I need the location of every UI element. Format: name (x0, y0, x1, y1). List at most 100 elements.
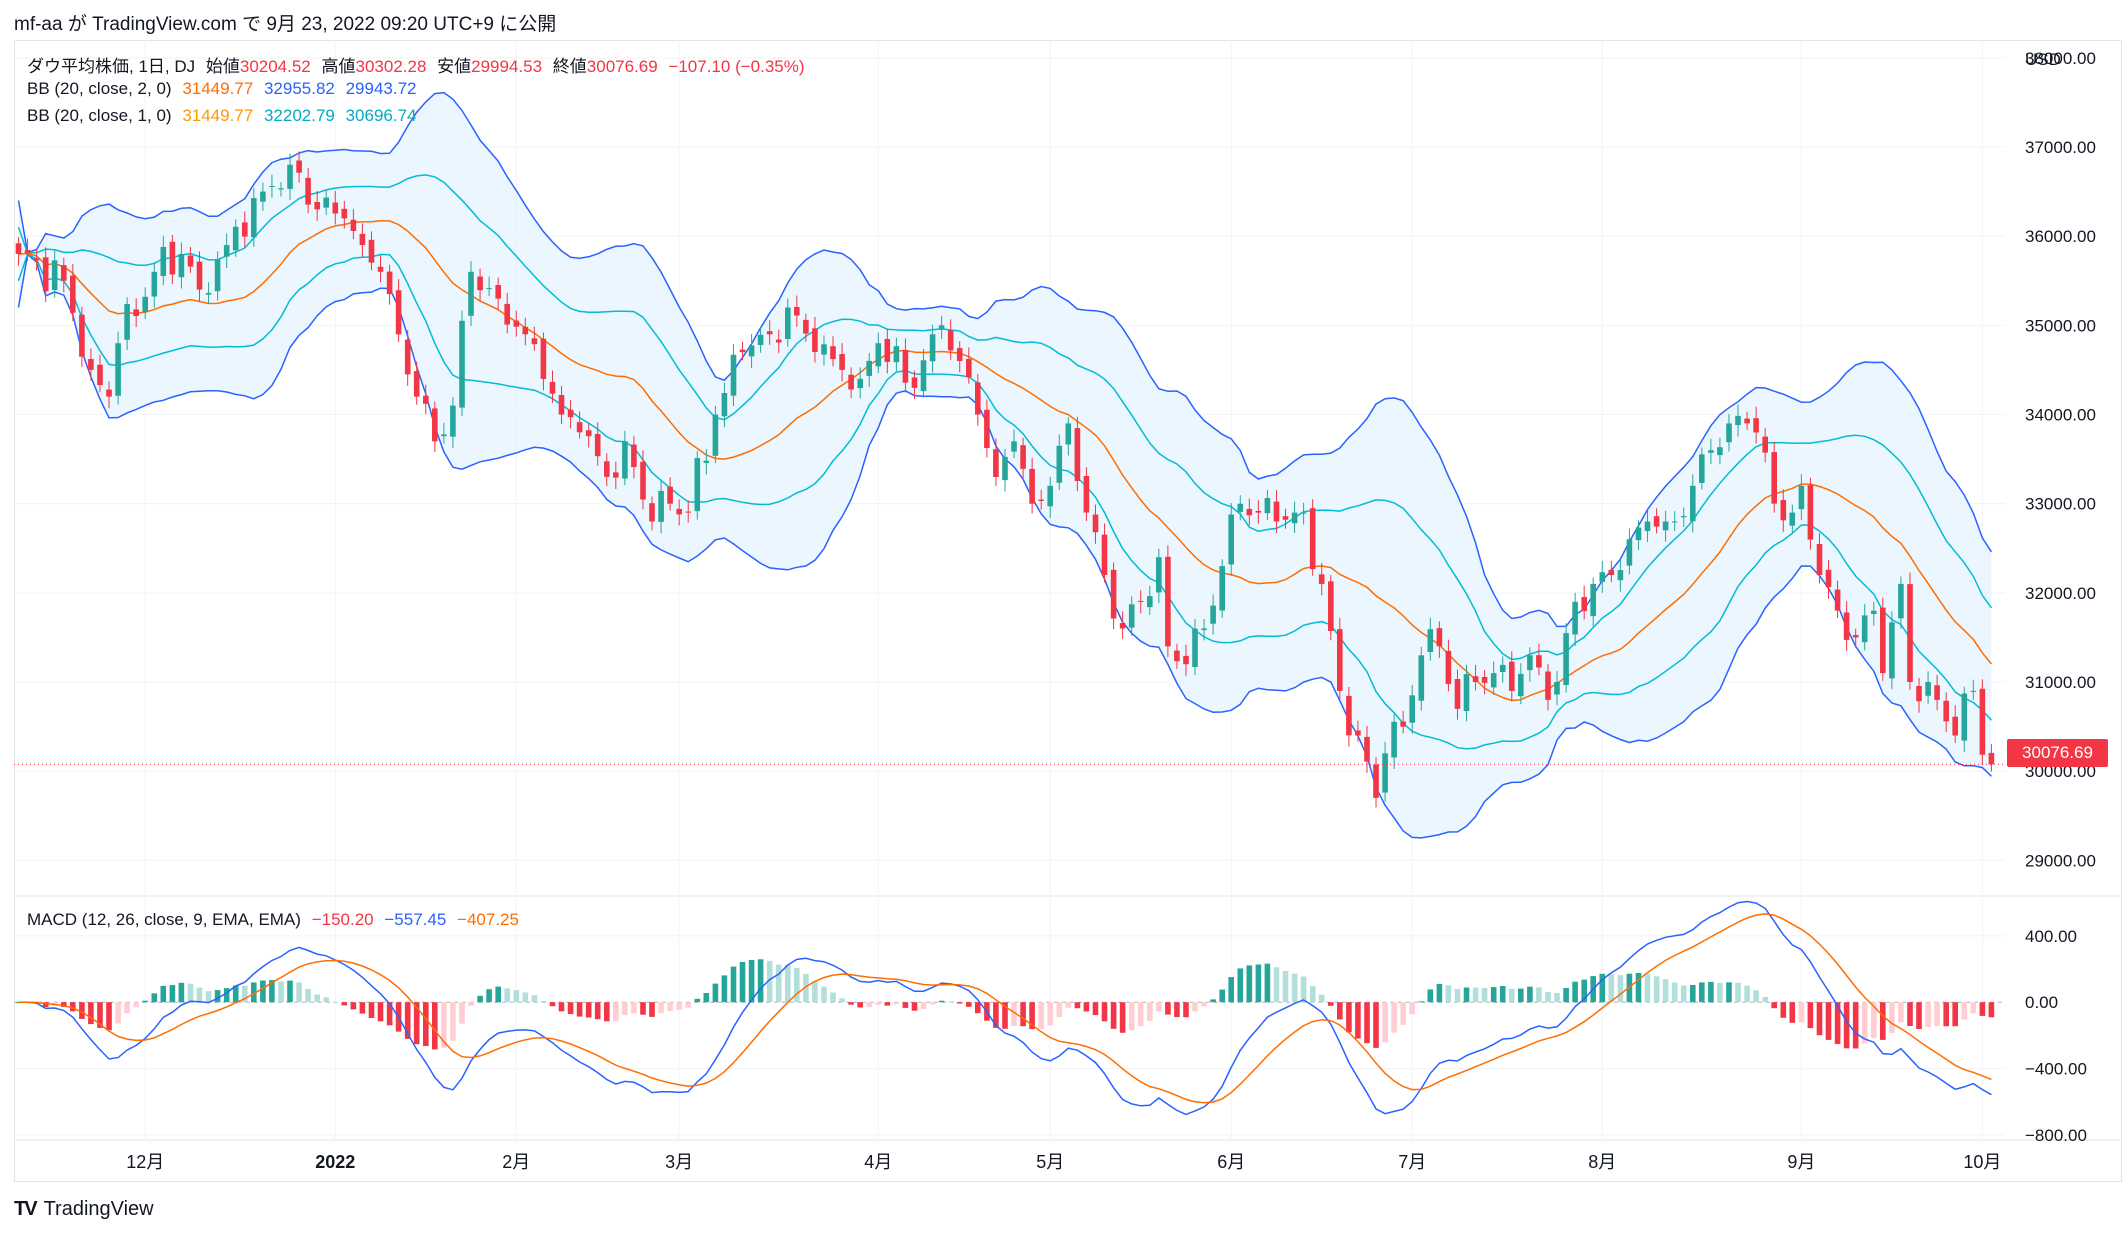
macd-hist-bar (604, 1002, 610, 1022)
macd-hist-bar (929, 1002, 936, 1005)
candle-body (1690, 485, 1696, 522)
candle-body (522, 326, 529, 335)
macd-hist-bar (1237, 968, 1244, 1003)
macd-hist-bar (1680, 985, 1687, 1003)
macd-hist-bar (1337, 1002, 1343, 1020)
macd-hist-bar (269, 980, 275, 1003)
candle-body (1545, 671, 1551, 700)
candle-body (757, 334, 764, 345)
macd-signal-value: −407.25 (457, 910, 519, 929)
candle-body (1807, 485, 1814, 540)
candle-body (1626, 539, 1633, 566)
macd-hist-bar (1038, 1002, 1044, 1029)
candle-body (1916, 685, 1922, 702)
candle-body (124, 304, 130, 340)
symbol-title[interactable]: ダウ平均株価, 1日, DJ (27, 57, 196, 76)
candle-body (1753, 418, 1759, 433)
macd-hist-bar (1318, 994, 1325, 1003)
candle-body (1970, 690, 1977, 692)
candle-body (812, 328, 818, 352)
candle-body (1581, 597, 1587, 612)
candle-body (785, 307, 791, 339)
macd-hist-bar (1527, 986, 1533, 1003)
candle-body (929, 334, 936, 362)
candle-body (97, 364, 103, 386)
candle-body (33, 258, 40, 261)
bb1-basis-value: 31449.77 (182, 106, 254, 125)
candle-body (1708, 450, 1714, 453)
tradingview-logo-icon[interactable]: TV (14, 1197, 38, 1220)
candle-body (15, 243, 22, 254)
candle-body (766, 331, 773, 335)
close-label: 終値 (552, 57, 587, 76)
candle-body (368, 239, 375, 263)
candle-body (196, 261, 203, 290)
publish-text: mf-aa が TradingView.com で 9月 23, 2022 09… (14, 14, 557, 35)
macd-label[interactable]: MACD (12, 26, close, 9, EMA, EMA) (27, 910, 301, 929)
candle-body (160, 247, 167, 276)
x-tick-label: 10月 (1963, 1152, 2001, 1172)
macd-hist-bar (1282, 970, 1289, 1003)
footer-brand[interactable]: TradingView (43, 1197, 154, 1220)
macd-hist-bar (857, 1002, 863, 1008)
macd-hist-bar (613, 1002, 619, 1022)
candle-body (1536, 655, 1542, 668)
macd-hist-bar (848, 1002, 854, 1005)
macd-y-tick-label: −400.00 (2025, 1060, 2087, 1079)
macd-hist-bar (676, 1002, 682, 1010)
macd-hist-bar (260, 980, 266, 1003)
candle-body (594, 433, 601, 457)
candle-body (884, 339, 891, 362)
candle-body (1183, 655, 1189, 665)
macd-hist-bar (1726, 982, 1732, 1003)
candle-body (1264, 498, 1271, 514)
candle-body (1119, 623, 1126, 629)
candle-body (848, 374, 854, 390)
macd-hist-bar (993, 1002, 999, 1028)
candle-body (712, 414, 719, 456)
macd-hist-bar (1816, 1002, 1823, 1036)
candle-body (866, 360, 872, 376)
close-value: 30076.69 (586, 57, 658, 76)
candle-body (287, 164, 293, 189)
macd-hist-bar (214, 990, 221, 1003)
candle-body (504, 303, 510, 325)
candle-body (332, 202, 339, 214)
macd-hist-bar (305, 988, 311, 1003)
macd-hist-bar (1083, 1002, 1090, 1012)
candle-body (703, 460, 710, 463)
macd-hist-bar (1255, 964, 1262, 1003)
candle-body (1219, 566, 1225, 611)
candle-body (305, 177, 311, 205)
bb2-legend: BB (20, close, 2, 0) 31449.77 32955.82 2… (27, 79, 423, 99)
candle-body (902, 350, 909, 383)
macd-hist-bar (1988, 1002, 1995, 1018)
macd-hist-bar (1789, 1002, 1796, 1023)
candle-body (296, 160, 302, 173)
chart-frame[interactable] (14, 40, 2122, 1182)
macd-hist-bar (685, 1002, 691, 1008)
macd-hist-bar (1029, 1002, 1035, 1030)
macd-hist-bar (468, 1002, 474, 1006)
candle-body (395, 290, 402, 335)
bb2-label[interactable]: BB (20, close, 2, 0) (27, 79, 172, 98)
bb1-label[interactable]: BB (20, close, 1, 0) (27, 106, 172, 125)
bb2-basis-value: 31449.77 (182, 79, 254, 98)
macd-hist-bar (1128, 1002, 1135, 1031)
macd-hist-bar (694, 998, 701, 1003)
macd-hist-bar (893, 1002, 900, 1005)
candle-body (640, 461, 646, 500)
candle-body (730, 354, 737, 396)
candle-body (450, 405, 456, 437)
candle-body (1427, 629, 1434, 652)
macd-hist-bar (323, 997, 329, 1003)
macd-hist-bar (1536, 987, 1542, 1003)
macd-hist-bar (1699, 982, 1705, 1003)
candle-body (775, 339, 782, 343)
macd-hist-bar (423, 1002, 429, 1047)
macd-hist-bar (1364, 1002, 1370, 1044)
macd-hist-bar (803, 973, 809, 1003)
candle-body (540, 338, 547, 379)
macd-hist-bar (1635, 973, 1642, 1003)
